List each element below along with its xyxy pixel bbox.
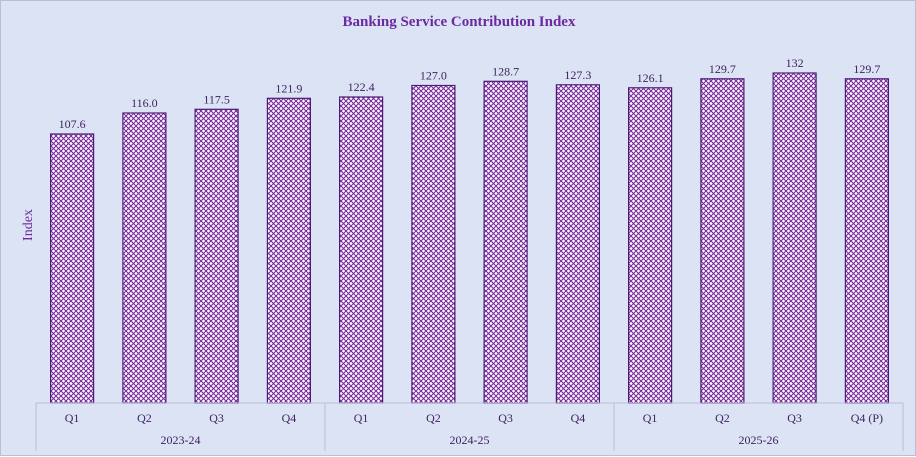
x-group-label: 2025-26: [739, 433, 779, 447]
data-label: 116.0: [131, 96, 158, 110]
bar: [700, 78, 745, 404]
data-label: 129.7: [709, 62, 736, 76]
plot-area: 107.6 116.0 117.5 121.9 122.4 127.0 128.7 127.3…: [49, 56, 890, 404]
data-label: 129.7: [853, 62, 880, 76]
bar: [483, 80, 528, 404]
x-group-label: 2023-24: [161, 433, 201, 447]
bar: [411, 84, 456, 404]
bar: [266, 97, 311, 404]
x-group-label: 2024-25: [450, 433, 490, 447]
bar: [49, 133, 95, 404]
x-tick-label: Q2: [137, 411, 152, 425]
bar: [844, 78, 890, 404]
data-label: 107.6: [59, 117, 86, 131]
x-tick-label: Q4: [571, 411, 586, 425]
data-label: 127.3: [564, 68, 591, 82]
x-tick-label: Q1: [65, 411, 80, 425]
x-tick-label: Q3: [498, 411, 513, 425]
chart-title: Banking Service Contribution Index: [343, 14, 576, 30]
x-tick-label: Q4: [282, 411, 297, 425]
category-axis: Q1 Q2 Q3 Q4 Q1 Q2 Q3 Q4 Q1 Q2 Q3 Q4 (P) 2023-24 2024-…: [35, 402, 904, 451]
x-tick-label: Q3: [787, 411, 802, 425]
data-label: 117.5: [203, 92, 230, 106]
x-tick-label: Q2: [426, 411, 441, 425]
data-label: 128.7: [492, 64, 519, 78]
data-label: 121.9: [275, 81, 302, 95]
bar: [627, 87, 673, 404]
x-tick-label: Q1: [354, 411, 369, 425]
y-axis-label: Index: [21, 209, 36, 241]
bar: [772, 72, 817, 404]
x-tick-label: Q4 (P): [851, 411, 883, 425]
x-tick-label: Q2: [715, 411, 730, 425]
data-label: 127.0: [420, 69, 447, 83]
bar: [194, 108, 239, 404]
x-tick-label: Q1: [643, 411, 658, 425]
bar: [122, 112, 167, 404]
x-tick-label: Q3: [209, 411, 224, 425]
bar: [555, 84, 601, 404]
data-label: 132: [786, 56, 804, 70]
bar: [339, 96, 384, 404]
data-label: 122.4: [348, 80, 375, 94]
data-label: 126.1: [637, 71, 664, 85]
